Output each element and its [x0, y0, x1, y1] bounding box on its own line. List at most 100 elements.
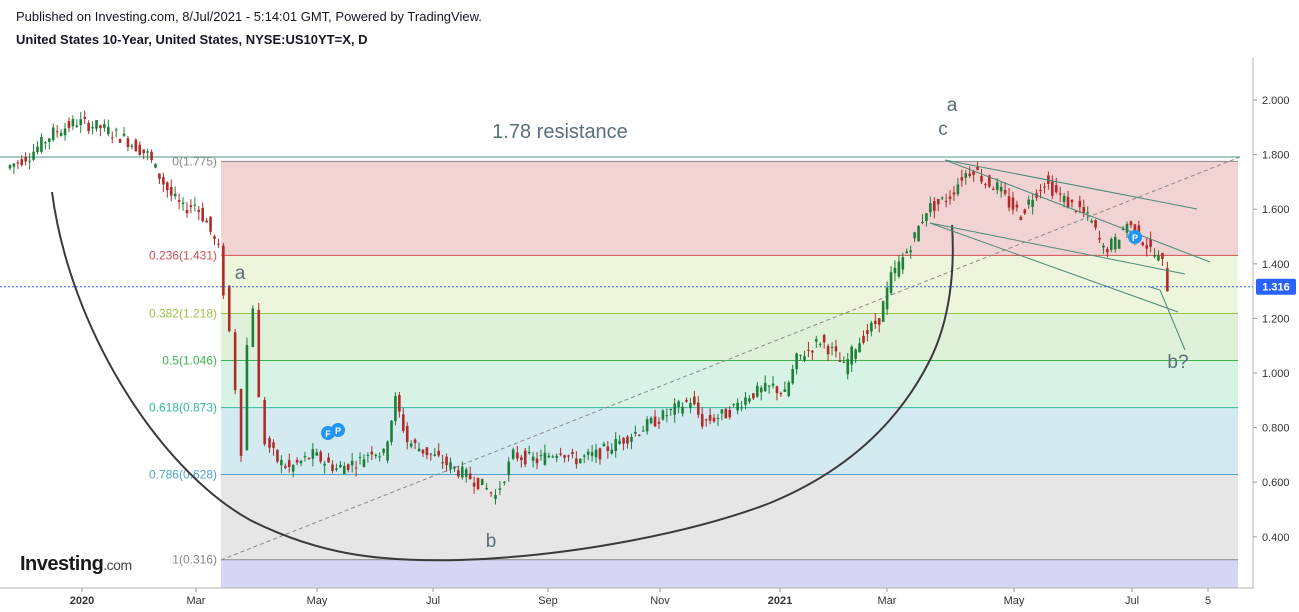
- candle-body: [425, 447, 429, 456]
- candle-body: [854, 349, 857, 359]
- candle-body: [948, 196, 952, 200]
- candle-body: [299, 460, 303, 464]
- fib-label-1: 0.236(1.431): [149, 248, 217, 262]
- candle-body: [453, 466, 456, 469]
- candle-body: [83, 116, 86, 119]
- annotation-label: b: [486, 531, 497, 552]
- fib-label-3: 0.5(1.046): [162, 353, 217, 367]
- candle-body: [1113, 236, 1117, 250]
- candle-body: [638, 434, 641, 436]
- candle-body: [976, 166, 979, 170]
- x-tick-label: Sep: [538, 595, 558, 607]
- candle-body: [1090, 220, 1093, 223]
- candle-body: [807, 349, 810, 351]
- candle-body: [227, 285, 231, 332]
- candle-body: [952, 192, 956, 195]
- candle-body: [535, 458, 539, 464]
- candle-body: [421, 449, 425, 454]
- candle-body: [472, 482, 476, 487]
- candle-body: [1074, 210, 1078, 212]
- candle-body: [276, 449, 279, 462]
- candle-body: [980, 175, 983, 182]
- candle-body: [51, 127, 55, 140]
- candle-body: [59, 132, 63, 136]
- candle-body: [704, 419, 708, 421]
- candle-body: [251, 308, 255, 347]
- candle-body: [771, 383, 775, 386]
- candle-body: [1023, 209, 1027, 214]
- candle-body: [449, 462, 452, 469]
- candle-body: [614, 438, 617, 451]
- candle-body: [445, 456, 448, 466]
- candle-body: [1051, 181, 1054, 196]
- x-tick-label: 5: [1205, 595, 1211, 607]
- candle-body: [122, 133, 126, 136]
- candle-body: [378, 456, 381, 458]
- candle-body: [960, 177, 964, 181]
- candle-body: [114, 129, 118, 131]
- candle-body: [602, 443, 606, 447]
- fib-label-2: 0.382(1.218): [149, 306, 217, 320]
- x-tick-label: Jul: [1125, 595, 1139, 607]
- candle-body: [791, 369, 794, 384]
- candle-body: [724, 408, 728, 419]
- candle-body: [284, 466, 287, 468]
- y-tick-label: 0.400: [1262, 532, 1290, 544]
- candle-body: [555, 455, 558, 458]
- candle-body: [685, 399, 688, 402]
- candle-body: [1015, 204, 1019, 208]
- candle-body: [189, 205, 193, 208]
- candle-body: [382, 448, 385, 453]
- candle-body: [885, 287, 889, 310]
- candle-body: [263, 399, 266, 445]
- candle-body: [818, 343, 822, 345]
- candle-body: [1062, 195, 1066, 203]
- candle-body: [464, 469, 468, 477]
- candle-body: [1110, 239, 1113, 250]
- candle-body: [130, 145, 134, 147]
- rounding-bottom-arc: [51, 191, 954, 562]
- candle-body: [834, 346, 838, 352]
- last-price-badge: [1256, 278, 1296, 295]
- candle-body: [571, 452, 574, 455]
- candle-body: [944, 200, 948, 202]
- event-marker: [331, 423, 345, 437]
- candle-body: [303, 456, 307, 458]
- candle-body: [193, 204, 197, 206]
- candle-body: [752, 393, 755, 399]
- candle-body: [323, 463, 326, 466]
- candle-body: [1117, 239, 1121, 249]
- candle-body: [700, 413, 704, 427]
- candle-body: [173, 193, 177, 197]
- candle-body: [1106, 248, 1109, 253]
- candle-body: [681, 406, 684, 414]
- last-price-label: 1.316: [1262, 282, 1290, 294]
- candle-body: [822, 335, 826, 343]
- candle-body: [579, 458, 582, 463]
- candle-body: [779, 393, 783, 395]
- x-tick-label: Nov: [650, 595, 670, 607]
- candle-body: [1082, 207, 1086, 213]
- candle-body: [520, 457, 523, 461]
- investing-logo: Investing.com: [20, 553, 132, 575]
- candle-body: [598, 448, 602, 460]
- candle-body: [936, 198, 940, 205]
- annotation-label: b?: [1167, 352, 1188, 373]
- x-tick-label: 2020: [70, 595, 94, 607]
- candle-body: [507, 461, 511, 476]
- candle-body: [48, 138, 51, 143]
- candle-body: [645, 419, 649, 432]
- candle-body: [8, 165, 12, 169]
- x-tick-label: 2021: [768, 595, 792, 607]
- candle-body: [673, 403, 676, 415]
- y-tick-label: 0.800: [1262, 423, 1290, 435]
- candle-body: [36, 146, 39, 153]
- y-tick-label: 1.000: [1262, 368, 1290, 380]
- candle-body: [79, 119, 83, 125]
- candle-body: [842, 361, 846, 363]
- candle-body: [1094, 220, 1097, 228]
- candle-body: [586, 451, 590, 455]
- candle-body: [858, 343, 861, 353]
- candle-body: [16, 162, 20, 164]
